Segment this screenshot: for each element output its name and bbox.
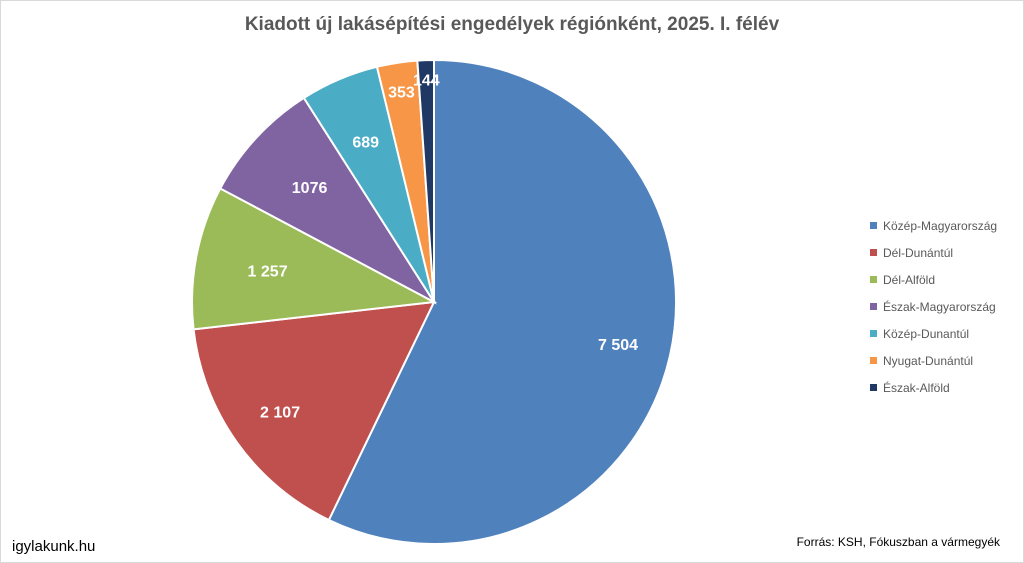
- legend-item: Közép-Magyarország: [870, 212, 997, 239]
- legend-label: Dél-Dunántúl: [883, 245, 954, 260]
- legend-label: Észak-Magyarország: [883, 299, 996, 314]
- legend-label: Nyugat-Dunántúl: [883, 353, 974, 368]
- pie-slice-0: [327, 58, 677, 545]
- legend-label: Dél-Alföld: [883, 272, 936, 287]
- legend-swatch: [870, 249, 877, 256]
- legend-item: Dél-Dunántúl: [870, 239, 997, 266]
- chart-title: Kiadott új lakásépítési engedélyek régió…: [244, 14, 780, 35]
- pie-slices: [191, 58, 677, 545]
- data-label-4: 689: [352, 135, 379, 152]
- legend-item: Észak-Magyarország: [870, 293, 997, 320]
- legend-swatch: [870, 222, 877, 229]
- legend-item: Észak-Alföld: [870, 374, 997, 401]
- data-label-0: 7 504: [598, 337, 638, 354]
- source-note: Forrás: KSH, Fókuszban a vármegyék: [796, 535, 1000, 549]
- data-label-2: 1 257: [248, 263, 288, 280]
- legend-swatch: [870, 357, 877, 364]
- pie-slice-6: [416, 58, 435, 303]
- legend-item: Közép-Dunantúl: [870, 320, 997, 347]
- pie-slice-2: [191, 187, 438, 331]
- legend-label: Közép-Magyarország: [883, 218, 998, 233]
- legend-swatch: [870, 384, 877, 391]
- data-label-3: 1076: [292, 180, 328, 197]
- data-label-1: 2 107: [260, 404, 300, 421]
- legend-item: Dél-Alföld: [870, 266, 997, 293]
- data-label-5: 353: [388, 85, 415, 102]
- data-label-6: 144: [413, 72, 440, 89]
- site-watermark: igylakunk.hu: [12, 538, 96, 555]
- pie-slice-3: [218, 96, 437, 305]
- legend-swatch: [870, 303, 877, 310]
- legend-label: Közép-Dunantúl: [883, 326, 970, 341]
- chart-legend: Közép-Magyarország Dél-Dunántúl Dél-Alföld…: [870, 212, 997, 401]
- legend-swatch: [870, 276, 877, 283]
- pie-slice-1: [192, 300, 436, 522]
- legend-swatch: [870, 330, 877, 337]
- legend-item: Nyugat-Dunántúl: [870, 347, 997, 374]
- legend-label: Észak-Alföld: [883, 380, 950, 395]
